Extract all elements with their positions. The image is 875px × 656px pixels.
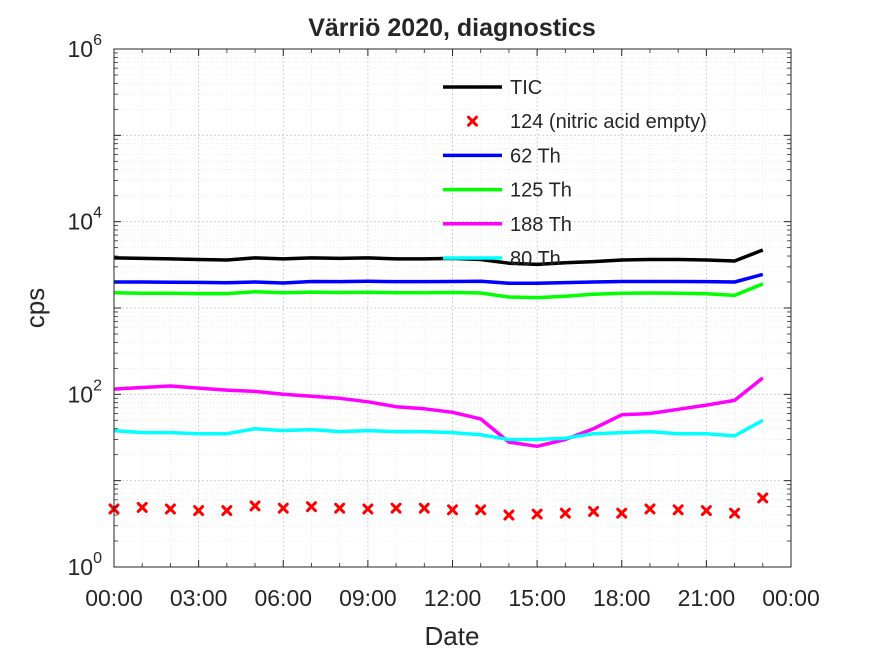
data-point-stroke: [305, 501, 317, 513]
legend-marker-124-nitric-acid-empty-stroke: [467, 115, 478, 127]
data-point-stroke: [616, 507, 628, 519]
data-point: [616, 507, 628, 519]
y-tick-label: 104: [68, 205, 103, 235]
data-point-stroke: [559, 507, 571, 519]
data-point: [334, 502, 346, 514]
series-line-62-th: [114, 272, 764, 285]
x-tick-label: 18:00: [593, 585, 651, 611]
data-point: [362, 503, 374, 515]
data-point: [249, 500, 261, 512]
y-tick-label: 100: [68, 550, 103, 580]
legend-label-125-th: 125 Th: [510, 180, 572, 202]
series-line-125-th: [113, 282, 764, 300]
axes: 100 102 104 106 00:00 03:00 06:00 09:00 12:00 15:…: [68, 32, 820, 611]
x-tick-label: 06:00: [254, 585, 312, 611]
data-point-stroke: [221, 505, 233, 517]
legend-label-188-th: 188 Th: [510, 214, 572, 236]
data-point: [447, 504, 458, 516]
data-point: [672, 504, 684, 516]
data-point: [700, 505, 712, 517]
data-point: [305, 501, 317, 513]
data-point-stroke: [418, 502, 430, 514]
data-point: [277, 502, 289, 514]
data-point: [644, 503, 656, 515]
data-point: [390, 502, 402, 514]
data-point-stroke: [531, 508, 543, 520]
series-layer: [108, 248, 769, 521]
legend-label-62-th: 62 Th: [510, 145, 561, 167]
data-point: [559, 507, 571, 519]
data-point-stroke: [164, 503, 176, 515]
y-tick-label: 102: [68, 377, 103, 407]
data-point-stroke: [193, 505, 205, 517]
data-point: [193, 505, 205, 517]
data-point-stroke: [136, 501, 148, 513]
data-point: [221, 505, 233, 517]
data-point-stroke: [334, 502, 346, 514]
x-axis-label: Date: [425, 621, 480, 651]
data-point-stroke: [503, 509, 515, 521]
data-point: [475, 504, 487, 516]
data-point: [164, 503, 176, 515]
data-point-stroke: [729, 507, 741, 519]
series-line-tic: [113, 248, 764, 267]
x-tick-label: 09:00: [339, 585, 397, 611]
legend-label-tic: TIC: [510, 77, 542, 99]
data-point-stroke: [700, 505, 712, 517]
data-point: [531, 508, 543, 520]
legend-label-80-th: 80 Th: [510, 248, 561, 270]
chart-title: Värriö 2020, diagnostics: [308, 14, 596, 42]
legend-label-124-nitric-acid-empty: 124 (nitric acid empty): [510, 111, 707, 133]
y-axis-label: cps: [20, 288, 50, 328]
data-point: [588, 505, 600, 517]
legend: TIC 124 (nitric acid empty) 62 Th 125 Th 188…: [443, 77, 707, 270]
x-tick-label: 00:00: [85, 585, 143, 611]
x-tick-label: 03:00: [170, 585, 228, 611]
data-point-stroke: [644, 503, 656, 515]
data-point-stroke: [249, 500, 261, 512]
series-line-188-th: [113, 376, 764, 449]
data-point-stroke: [277, 502, 289, 514]
data-point: [729, 507, 741, 519]
data-point-stroke: [672, 504, 684, 516]
data-point-stroke: [390, 502, 402, 514]
data-point: [503, 509, 515, 521]
data-point-stroke: [757, 492, 769, 504]
series-line-80-th: [113, 418, 764, 442]
y-tick-label: 106: [68, 32, 103, 62]
x-tick-label: 12:00: [424, 585, 482, 611]
legend-marker-124-nitric-acid-empty: [467, 115, 478, 127]
data-point-stroke: [475, 504, 487, 516]
data-point-stroke: [588, 505, 600, 517]
data-point: [757, 492, 769, 504]
x-tick-label: 00:00: [762, 585, 820, 611]
data-point: [136, 501, 148, 513]
x-tick-label: 21:00: [678, 585, 736, 611]
data-point: [418, 502, 430, 514]
x-tick-label: 15:00: [508, 585, 566, 611]
data-point-stroke: [447, 504, 458, 516]
data-point-stroke: [362, 503, 374, 515]
